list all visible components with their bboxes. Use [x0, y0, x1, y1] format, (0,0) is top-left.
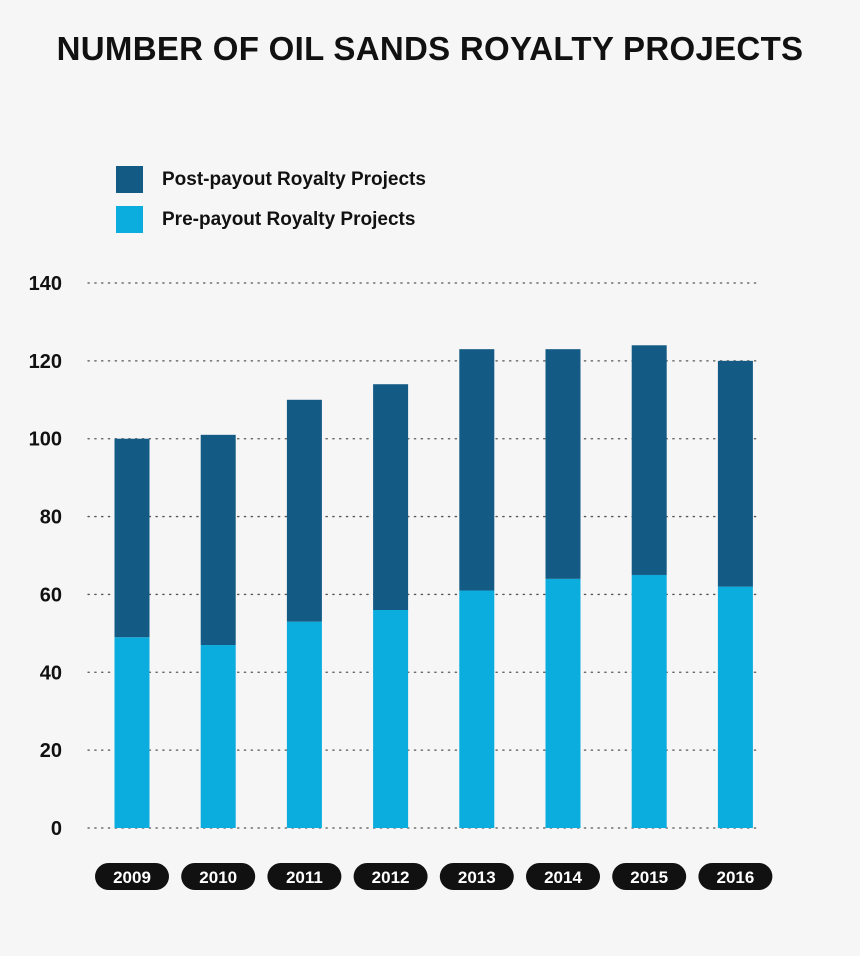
x-tick-label: 2009: [113, 868, 151, 887]
bar-pre-payout: [459, 590, 495, 828]
bar-pre-payout: [373, 610, 409, 828]
bar-post-payout: [717, 360, 753, 587]
x-category-badge: [439, 863, 514, 890]
x-category-badge: [95, 863, 169, 890]
chart-title: NUMBER OF OIL SANDS ROYALTY PROJECTS: [56, 30, 804, 67]
y-tick-label: 80: [40, 507, 62, 529]
bar-post-payout: [545, 349, 581, 579]
x-category-badge: [698, 863, 773, 890]
legend-label-pre-payout: Pre-payout Royalty Projects: [162, 209, 416, 230]
bar-pre-payout: [114, 637, 150, 828]
y-tick-label: 20: [40, 740, 62, 762]
bar-post-payout: [459, 349, 495, 591]
bar-pre-payout: [631, 574, 667, 828]
y-tick-label: 100: [29, 429, 62, 451]
x-tick-label: 2016: [716, 868, 754, 887]
x-category-badge: [526, 863, 600, 890]
bar-post-payout: [373, 384, 409, 610]
bar-pre-payout: [286, 621, 322, 828]
x-category-badge: [612, 863, 687, 890]
bar-post-payout: [200, 434, 236, 646]
bar-post-payout: [114, 438, 150, 638]
x-tick-label: 2014: [544, 868, 582, 887]
x-tick-label: 2010: [199, 868, 237, 887]
legend-label-post-payout: Post-payout Royalty Projects: [162, 169, 426, 190]
x-category-badge: [267, 863, 342, 890]
legend-swatch-post-payout: [116, 166, 143, 193]
x-tick-label: 2012: [372, 868, 410, 887]
x-tick-label: 2011: [286, 868, 323, 887]
bar-post-payout: [286, 399, 322, 622]
y-tick-label: 140: [29, 273, 62, 295]
legend-swatch-pre-payout: [116, 206, 143, 233]
x-category-badge: [181, 863, 256, 890]
bar-pre-payout: [545, 578, 581, 828]
y-tick-label: 0: [51, 818, 62, 840]
x-category-badge: [353, 863, 428, 890]
bar-pre-payout: [200, 645, 236, 828]
y-tick-label: 120: [29, 351, 62, 373]
x-tick-label: 2013: [458, 868, 496, 887]
x-tick-label: 2015: [630, 868, 668, 887]
y-tick-label: 40: [40, 662, 62, 684]
y-tick-label: 60: [40, 584, 62, 606]
bar-post-payout: [631, 345, 667, 575]
bar-pre-payout: [717, 586, 753, 828]
